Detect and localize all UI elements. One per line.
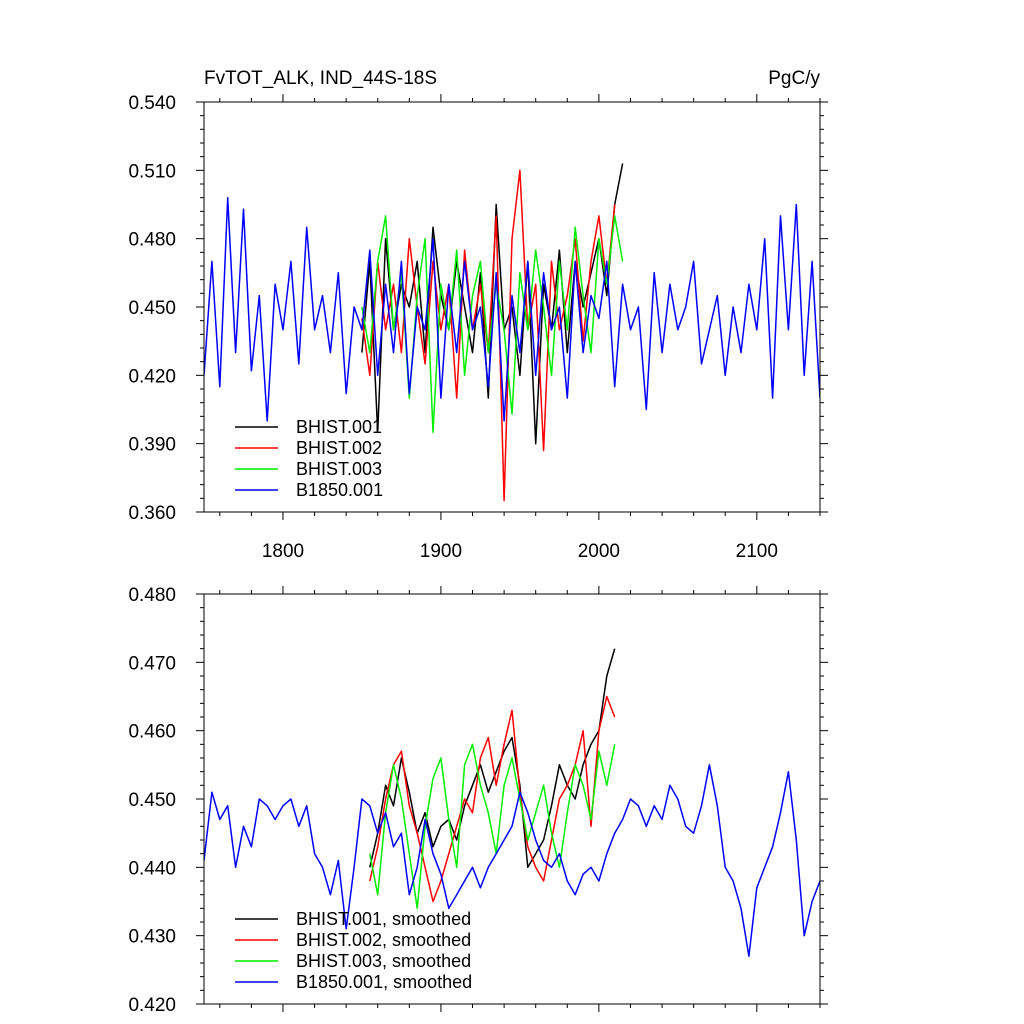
y-tick-label: 0.450 bbox=[128, 790, 176, 811]
y-tick-label: 0.480 bbox=[128, 585, 176, 606]
y-tick-label: 0.440 bbox=[128, 858, 176, 879]
y-tick-label: 0.420 bbox=[128, 366, 176, 387]
y-tick-label: 0.480 bbox=[128, 230, 176, 251]
legend-label: BHIST.002 bbox=[296, 438, 382, 458]
legend-label: B1850.001, smoothed bbox=[296, 972, 472, 992]
y-tick-label: 0.510 bbox=[128, 161, 176, 182]
plot-title-units: PgC/y bbox=[768, 68, 820, 89]
y-tick-label: 0.420 bbox=[128, 995, 176, 1016]
y-tick-label: 0.450 bbox=[128, 298, 176, 319]
series-group bbox=[204, 163, 820, 502]
plot-title-left: FvTOT_ALK, IND_44S-18S bbox=[204, 68, 437, 89]
legend-label: BHIST.001, smoothed bbox=[296, 909, 471, 929]
y-tick-label: 0.390 bbox=[128, 435, 176, 456]
y-tick-label: 0.540 bbox=[128, 93, 176, 114]
series-line-4 bbox=[204, 764, 820, 957]
y-tick-label: 0.430 bbox=[128, 927, 176, 948]
legend-label: BHIST.003, smoothed bbox=[296, 951, 471, 971]
y-tick-label: 0.460 bbox=[128, 722, 176, 743]
x-tick-label: 1800 bbox=[262, 541, 304, 562]
legend-label: B1850.001 bbox=[296, 480, 383, 500]
series-line-2 bbox=[361, 169, 616, 502]
x-tick-label: 2000 bbox=[578, 541, 620, 562]
y-tick-label: 0.470 bbox=[128, 653, 176, 674]
y-tick-label: 0.360 bbox=[128, 503, 176, 524]
series-group bbox=[204, 648, 820, 957]
chart-panel-1: 0.360 0.390 0.420 0.450 0.480 0.510 0.540 1800 1… bbox=[128, 93, 828, 562]
legend-label: BHIST.003 bbox=[296, 459, 382, 479]
x-tick-label: 2100 bbox=[736, 541, 778, 562]
legend-label: BHIST.001 bbox=[296, 417, 382, 437]
legend-label: BHIST.002, smoothed bbox=[296, 930, 471, 950]
chart-panel-2: 0.420 0.430 0.440 0.450 0.460 0.470 0.480 BHIST… bbox=[128, 585, 828, 1016]
chart-panels: 0.360 0.390 0.420 0.450 0.480 0.510 0.540 1800 1… bbox=[128, 93, 828, 1016]
series-line-4 bbox=[204, 196, 820, 422]
series-line-1 bbox=[369, 648, 616, 869]
x-tick-label: 1900 bbox=[420, 541, 462, 562]
series-line-3 bbox=[369, 743, 616, 910]
